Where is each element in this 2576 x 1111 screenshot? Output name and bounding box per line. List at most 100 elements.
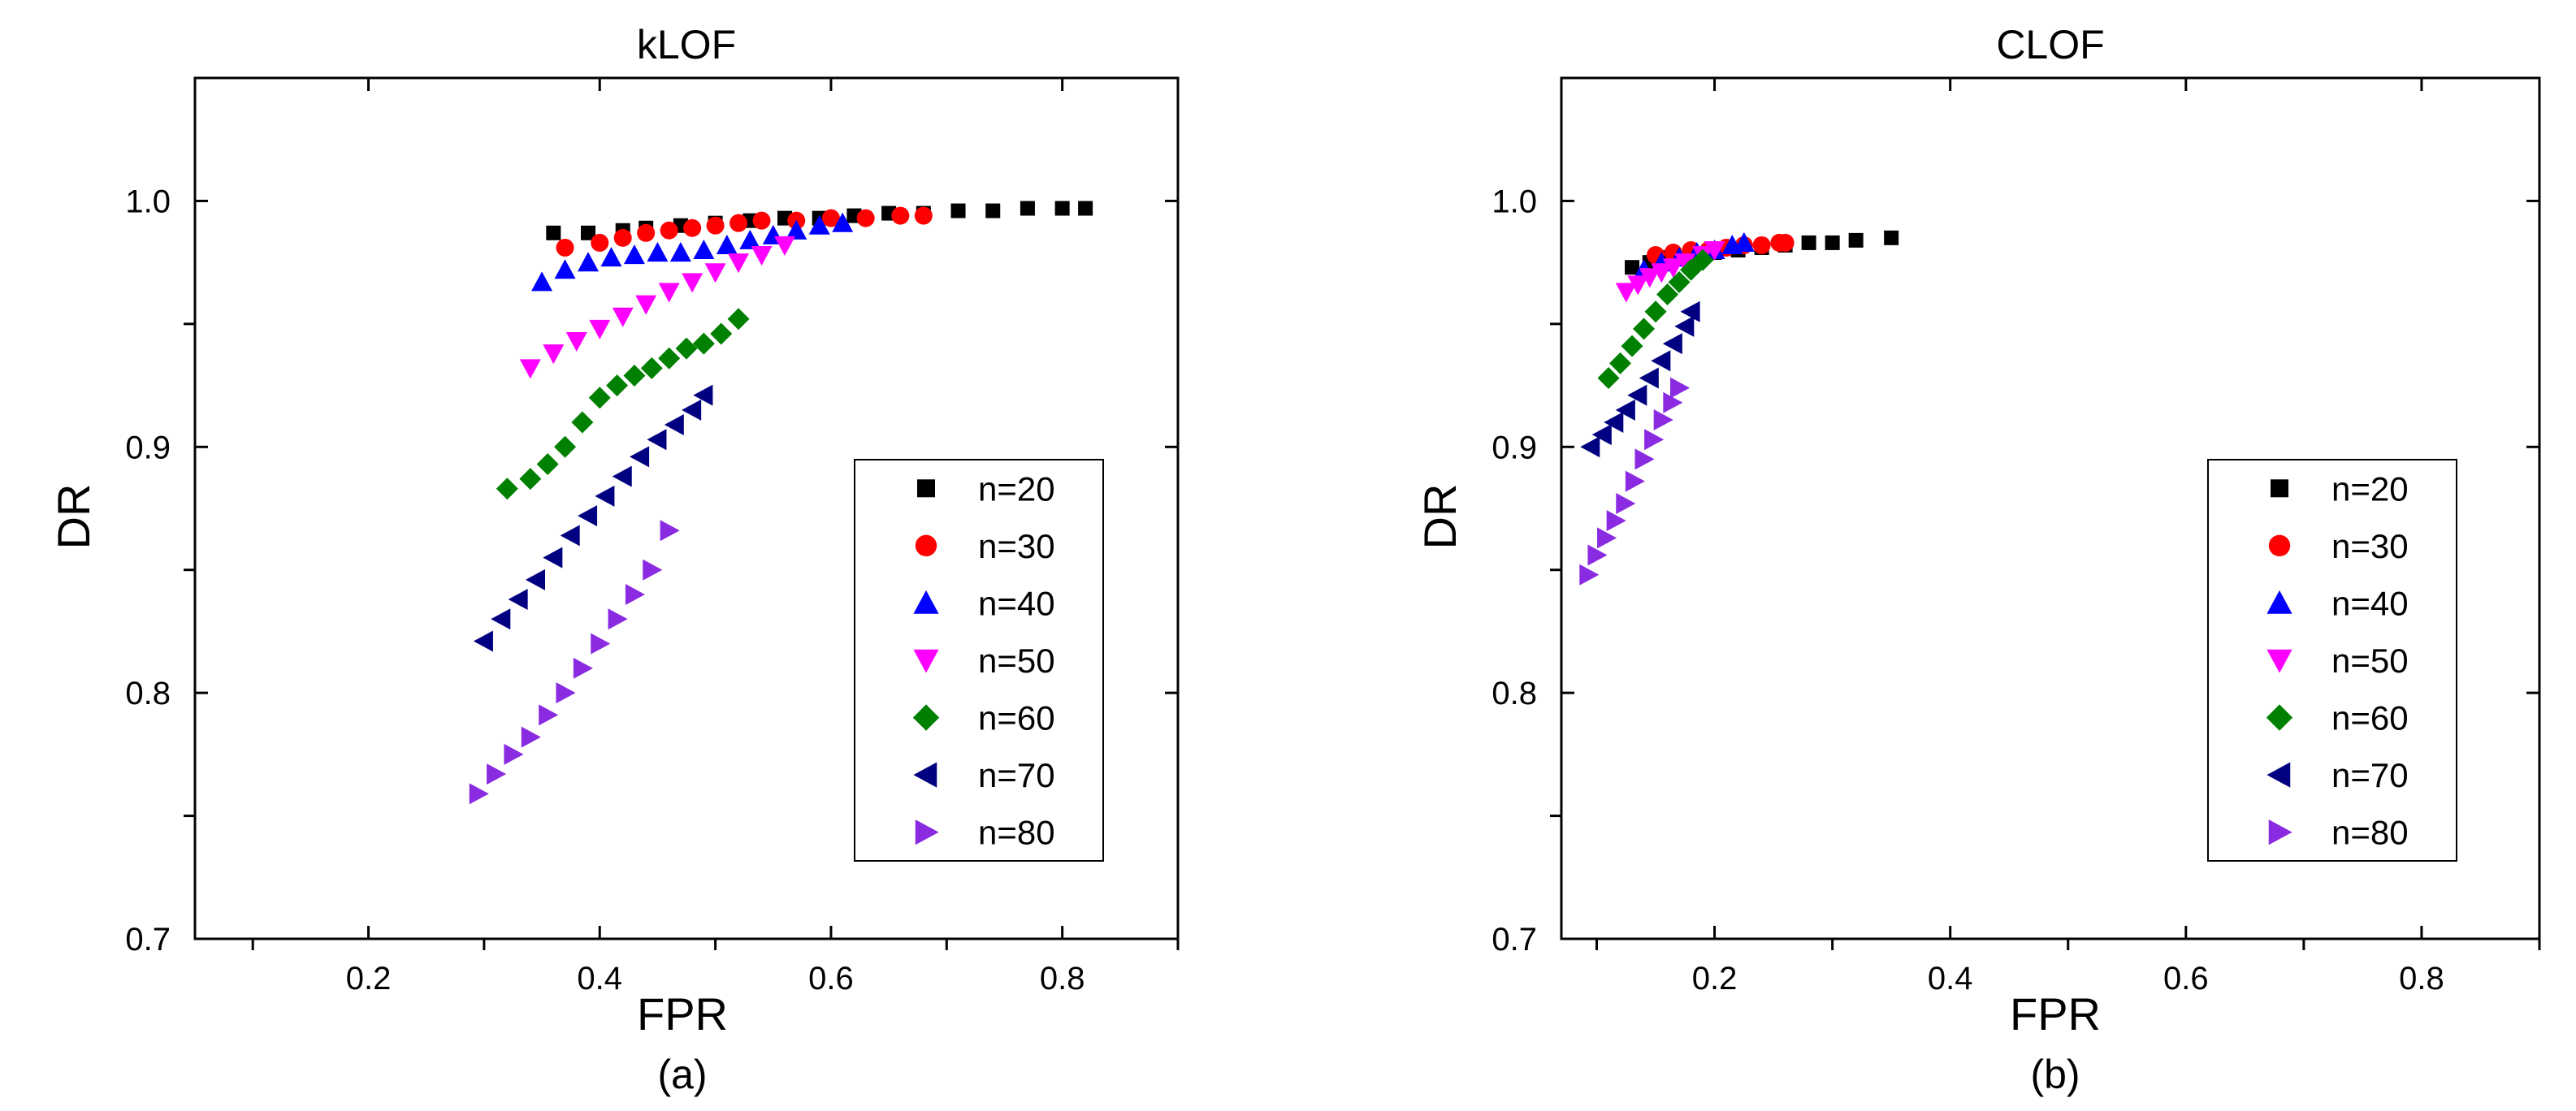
legend-marker	[912, 704, 940, 731]
data-point	[1633, 318, 1656, 340]
data-point	[682, 273, 704, 293]
data-point	[914, 206, 933, 225]
data-point	[706, 216, 725, 235]
data-point	[630, 446, 650, 468]
data-point	[1801, 235, 1816, 250]
data-point	[600, 247, 622, 267]
data-point	[1674, 315, 1695, 337]
series-n-50	[1615, 240, 1725, 303]
data-point	[491, 608, 511, 630]
data-point	[716, 234, 738, 254]
data-point	[739, 229, 761, 249]
data-point	[595, 485, 615, 507]
x-tick-label: 0.2	[1692, 961, 1738, 996]
data-point	[1625, 470, 1645, 492]
data-point	[578, 252, 599, 272]
data-point	[571, 411, 594, 434]
data-point	[1621, 335, 1643, 357]
data-point	[1653, 409, 1673, 430]
data-point	[1752, 236, 1771, 254]
data-point	[1651, 263, 1673, 283]
data-point	[1733, 231, 1755, 252]
legend-label: n=40	[978, 584, 1055, 622]
data-point	[1644, 429, 1665, 451]
legend-marker	[913, 762, 937, 788]
data-point	[751, 246, 773, 266]
data-point	[1604, 412, 1624, 433]
data-point	[643, 559, 663, 581]
data-point	[658, 347, 681, 370]
data-point	[1656, 283, 1679, 306]
data-point	[1634, 448, 1655, 470]
data-point	[786, 219, 807, 240]
y-axis-label: DR	[48, 484, 99, 550]
series-n-60	[1597, 249, 1714, 389]
plot-frame	[1560, 76, 2541, 940]
data-point	[1668, 270, 1691, 293]
data-point	[1639, 268, 1660, 288]
x-axis-label: FPR	[637, 988, 728, 1040]
data-point	[625, 584, 645, 605]
legend-marker	[2266, 649, 2292, 673]
data-point	[1615, 283, 1637, 303]
y-tick-label: 0.9	[1491, 430, 1537, 465]
legend-marker	[2266, 704, 2293, 731]
data-point	[1597, 527, 1617, 549]
data-point	[1825, 235, 1840, 250]
legend-marker	[917, 479, 935, 498]
data-point	[752, 211, 771, 230]
data-point	[808, 214, 830, 235]
legend-marker	[2268, 819, 2292, 845]
data-point	[589, 319, 611, 339]
data-point	[1884, 230, 1899, 245]
data-point	[508, 589, 528, 611]
y-tick-label: 0.8	[1491, 676, 1537, 711]
data-point	[519, 359, 541, 379]
data-point	[710, 322, 733, 345]
legend-box	[2207, 459, 2457, 862]
y-tick-label: 0.9	[125, 430, 171, 465]
data-point	[727, 308, 750, 331]
data-point	[554, 259, 576, 279]
data-point	[554, 435, 577, 458]
data-point	[1691, 249, 1714, 271]
legend-label: n=40	[2331, 584, 2409, 622]
data-point	[774, 236, 795, 256]
data-point	[623, 244, 645, 265]
data-point	[728, 253, 750, 274]
legend-label: n=80	[978, 814, 1055, 852]
data-point	[1776, 233, 1795, 252]
data-point	[612, 307, 634, 327]
data-point	[612, 465, 632, 487]
data-point	[1580, 436, 1600, 458]
data-point	[536, 452, 559, 475]
legend-marker	[913, 649, 939, 673]
legend-box	[854, 459, 1104, 862]
data-point	[504, 743, 524, 765]
legend-marker	[913, 590, 939, 614]
x-tick-label: 0.8	[2399, 961, 2444, 996]
data-point	[1639, 367, 1659, 389]
data-point	[1848, 232, 1864, 248]
x-tick-label: 0.6	[2163, 961, 2209, 996]
series-n-70	[473, 384, 713, 652]
data-point	[519, 468, 542, 491]
data-point	[581, 225, 595, 240]
data-point	[640, 357, 663, 379]
data-point	[1054, 201, 1070, 216]
data-point	[693, 240, 715, 260]
data-point	[543, 547, 563, 568]
legend-marker	[2271, 479, 2288, 498]
data-point	[821, 209, 840, 227]
data-point	[591, 633, 611, 655]
data-point	[683, 218, 702, 237]
data-point	[660, 520, 680, 542]
data-point	[1591, 424, 1612, 446]
data-point	[1663, 391, 1683, 413]
data-point	[556, 682, 576, 704]
data-point	[591, 233, 609, 252]
data-point	[692, 332, 715, 355]
legend-label: n=80	[2331, 814, 2409, 852]
data-point	[1587, 544, 1608, 566]
